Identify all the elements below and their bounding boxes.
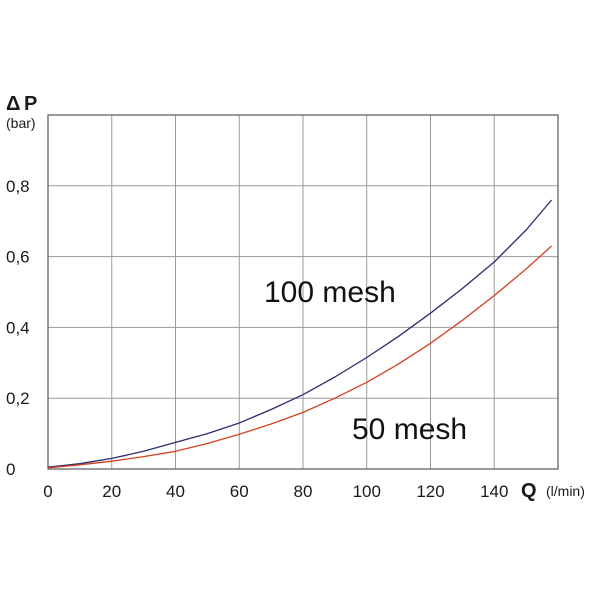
tick-labels: 0 20 40 60 80 100 120 140 0 0,2 0,4 0,6 0,8	[6, 177, 508, 501]
series-line-50-mesh	[47, 245, 553, 469]
y-tick-label: 0	[6, 460, 15, 479]
y-tick-label: 0,2	[6, 389, 30, 408]
y-tick-label: 0,4	[6, 318, 30, 337]
y-tick-label: 0,6	[6, 248, 30, 267]
x-tick-label: 140	[480, 482, 508, 501]
x-axis-unit: (l/min)	[546, 483, 585, 499]
x-tick-label: 120	[416, 482, 444, 501]
x-tick-label: 100	[353, 482, 381, 501]
y-axis-symbol: P	[24, 93, 37, 115]
series-label-50-mesh: 50 mesh	[352, 413, 467, 446]
x-tick-label: 0	[43, 482, 52, 501]
y-tick-label: 0,8	[6, 177, 30, 196]
series-line-100-mesh	[47, 199, 553, 468]
grid-lines	[48, 115, 558, 469]
series-lines	[47, 199, 553, 469]
x-axis-symbol: Q	[521, 480, 537, 502]
x-tick-label: 80	[294, 482, 313, 501]
y-axis-unit: (bar)	[6, 115, 36, 131]
series-label-100-mesh: 100 mesh	[264, 276, 396, 309]
x-tick-label: 60	[230, 482, 249, 501]
x-tick-label: 20	[102, 482, 121, 501]
x-tick-label: 40	[166, 482, 185, 501]
plot-frame	[47, 114, 559, 470]
y-axis-delta-symbol: Δ	[6, 93, 20, 115]
